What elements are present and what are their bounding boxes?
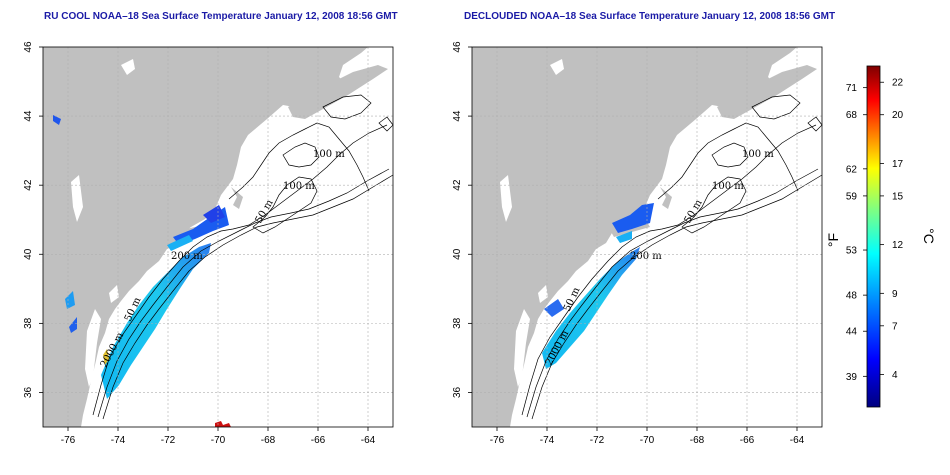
fahrenheit-label: °F	[825, 233, 841, 247]
celsius-tick-label: 4	[892, 370, 898, 381]
right-map-panel: 100 m 100 m 50 m 200 m 50 m 2000 m -76 -7…	[452, 41, 823, 446]
y-tick-label: 42	[452, 179, 463, 191]
contour-label: 100 m	[742, 149, 774, 160]
y-tick-label: 38	[452, 317, 463, 329]
x-tick-label: -64	[790, 435, 805, 446]
x-tick-label: -66	[311, 435, 326, 446]
fahrenheit-tick-label: 59	[846, 191, 858, 202]
graticule	[472, 47, 822, 427]
x-tick-label: -76	[490, 435, 505, 446]
contour-label: 200 m	[630, 251, 662, 262]
sst-patch	[65, 291, 75, 309]
inland-lake	[550, 59, 564, 75]
x-tick-label: -70	[211, 435, 226, 446]
celsius-tick-label: 20	[892, 110, 904, 121]
celsius-tick-label: 22	[892, 78, 904, 89]
fahrenheit-tick-label: 68	[846, 110, 858, 121]
y-tick-label: 38	[23, 317, 34, 329]
sst-warm-pixels	[103, 349, 109, 365]
x-tick-label: -72	[161, 435, 176, 446]
sst-swath	[542, 247, 640, 369]
sst-patch	[69, 317, 77, 333]
contour-label: 100 m	[283, 181, 315, 192]
y-tick-label: 44	[23, 110, 34, 122]
x-tick-label: -68	[690, 435, 705, 446]
y-tick-label: 46	[452, 41, 463, 53]
land-cape-cod	[231, 187, 243, 209]
fahrenheit-tick-label: 71	[846, 83, 858, 94]
fahrenheit-tick-label: 62	[846, 164, 858, 175]
land-mass	[43, 47, 368, 427]
y-tick-label: 40	[23, 248, 34, 260]
fahrenheit-tick-label: 53	[846, 246, 858, 257]
y-tick-label: 44	[452, 110, 463, 122]
celsius-tick-label: 12	[892, 240, 904, 251]
left-map-panel: 100 m 100 m 50 m 200 m 50 m 2000 m -76 -7…	[23, 41, 394, 446]
y-tick-label: 40	[452, 248, 463, 260]
land-cape-cod	[660, 187, 672, 209]
graticule	[43, 47, 393, 427]
inland-lake	[121, 59, 135, 75]
sst-patch	[616, 231, 632, 243]
colorbar-ramp	[866, 65, 881, 408]
delaware-bay	[538, 285, 548, 303]
sst-patch	[612, 203, 654, 233]
sst-swath	[101, 243, 211, 399]
x-tick-label: -68	[261, 435, 276, 446]
fahrenheit-tick-label: 44	[846, 327, 858, 338]
right-panel-title: DECLOUDED NOAA–18 Sea Surface Temperatur…	[464, 11, 836, 22]
delaware-bay	[109, 285, 119, 303]
celsius-tick-label: 9	[892, 289, 898, 300]
celsius-tick-label: 15	[892, 191, 904, 202]
x-tick-label: -64	[361, 435, 376, 446]
fahrenheit-tick-label: 48	[846, 291, 858, 302]
contour-label: 100 m	[712, 181, 744, 192]
celsius-tick-label: 7	[892, 321, 898, 332]
land-nova-scotia	[717, 65, 817, 119]
contour-label: 200 m	[171, 251, 203, 262]
bathymetry-contours	[92, 94, 394, 420]
fahrenheit-tick-label: 39	[846, 372, 858, 383]
bathymetry-contours	[521, 94, 823, 420]
y-tick-label: 36	[452, 386, 463, 398]
inland-lake	[500, 175, 512, 222]
sst-patch	[167, 235, 193, 251]
x-tick-label: -66	[740, 435, 755, 446]
chesapeake-bay	[514, 309, 530, 387]
left-panel-title: RU COOL NOAA–18 Sea Surface Temperature …	[44, 11, 398, 22]
land-nova-scotia	[288, 65, 388, 119]
celsius-label: °C	[921, 228, 937, 244]
axis-ticks: -76 -74 -72 -70 -68 -66 -64 36 38 40 42 44 46	[452, 41, 805, 446]
x-tick-label: -74	[111, 435, 126, 446]
y-tick-label: 46	[23, 41, 34, 53]
x-tick-label: -74	[540, 435, 555, 446]
sst-patch	[544, 299, 564, 317]
land-mass	[472, 47, 797, 427]
inland-lake	[71, 175, 83, 222]
celsius-tick-label: 17	[892, 159, 904, 170]
y-tick-label: 36	[23, 386, 34, 398]
x-tick-label: -70	[640, 435, 655, 446]
x-tick-label: -76	[61, 435, 76, 446]
sst-patch	[53, 115, 61, 125]
sst-warm-pixels	[215, 421, 231, 427]
chesapeake-bay	[85, 309, 101, 387]
contour-label: 100 m	[313, 149, 345, 160]
axis-ticks: -76 -74 -72 -70 -68 -66 -64 36 38 40 42 44 46	[23, 41, 376, 446]
y-tick-label: 42	[23, 179, 34, 191]
sst-patch	[203, 205, 225, 223]
x-tick-label: -72	[590, 435, 605, 446]
